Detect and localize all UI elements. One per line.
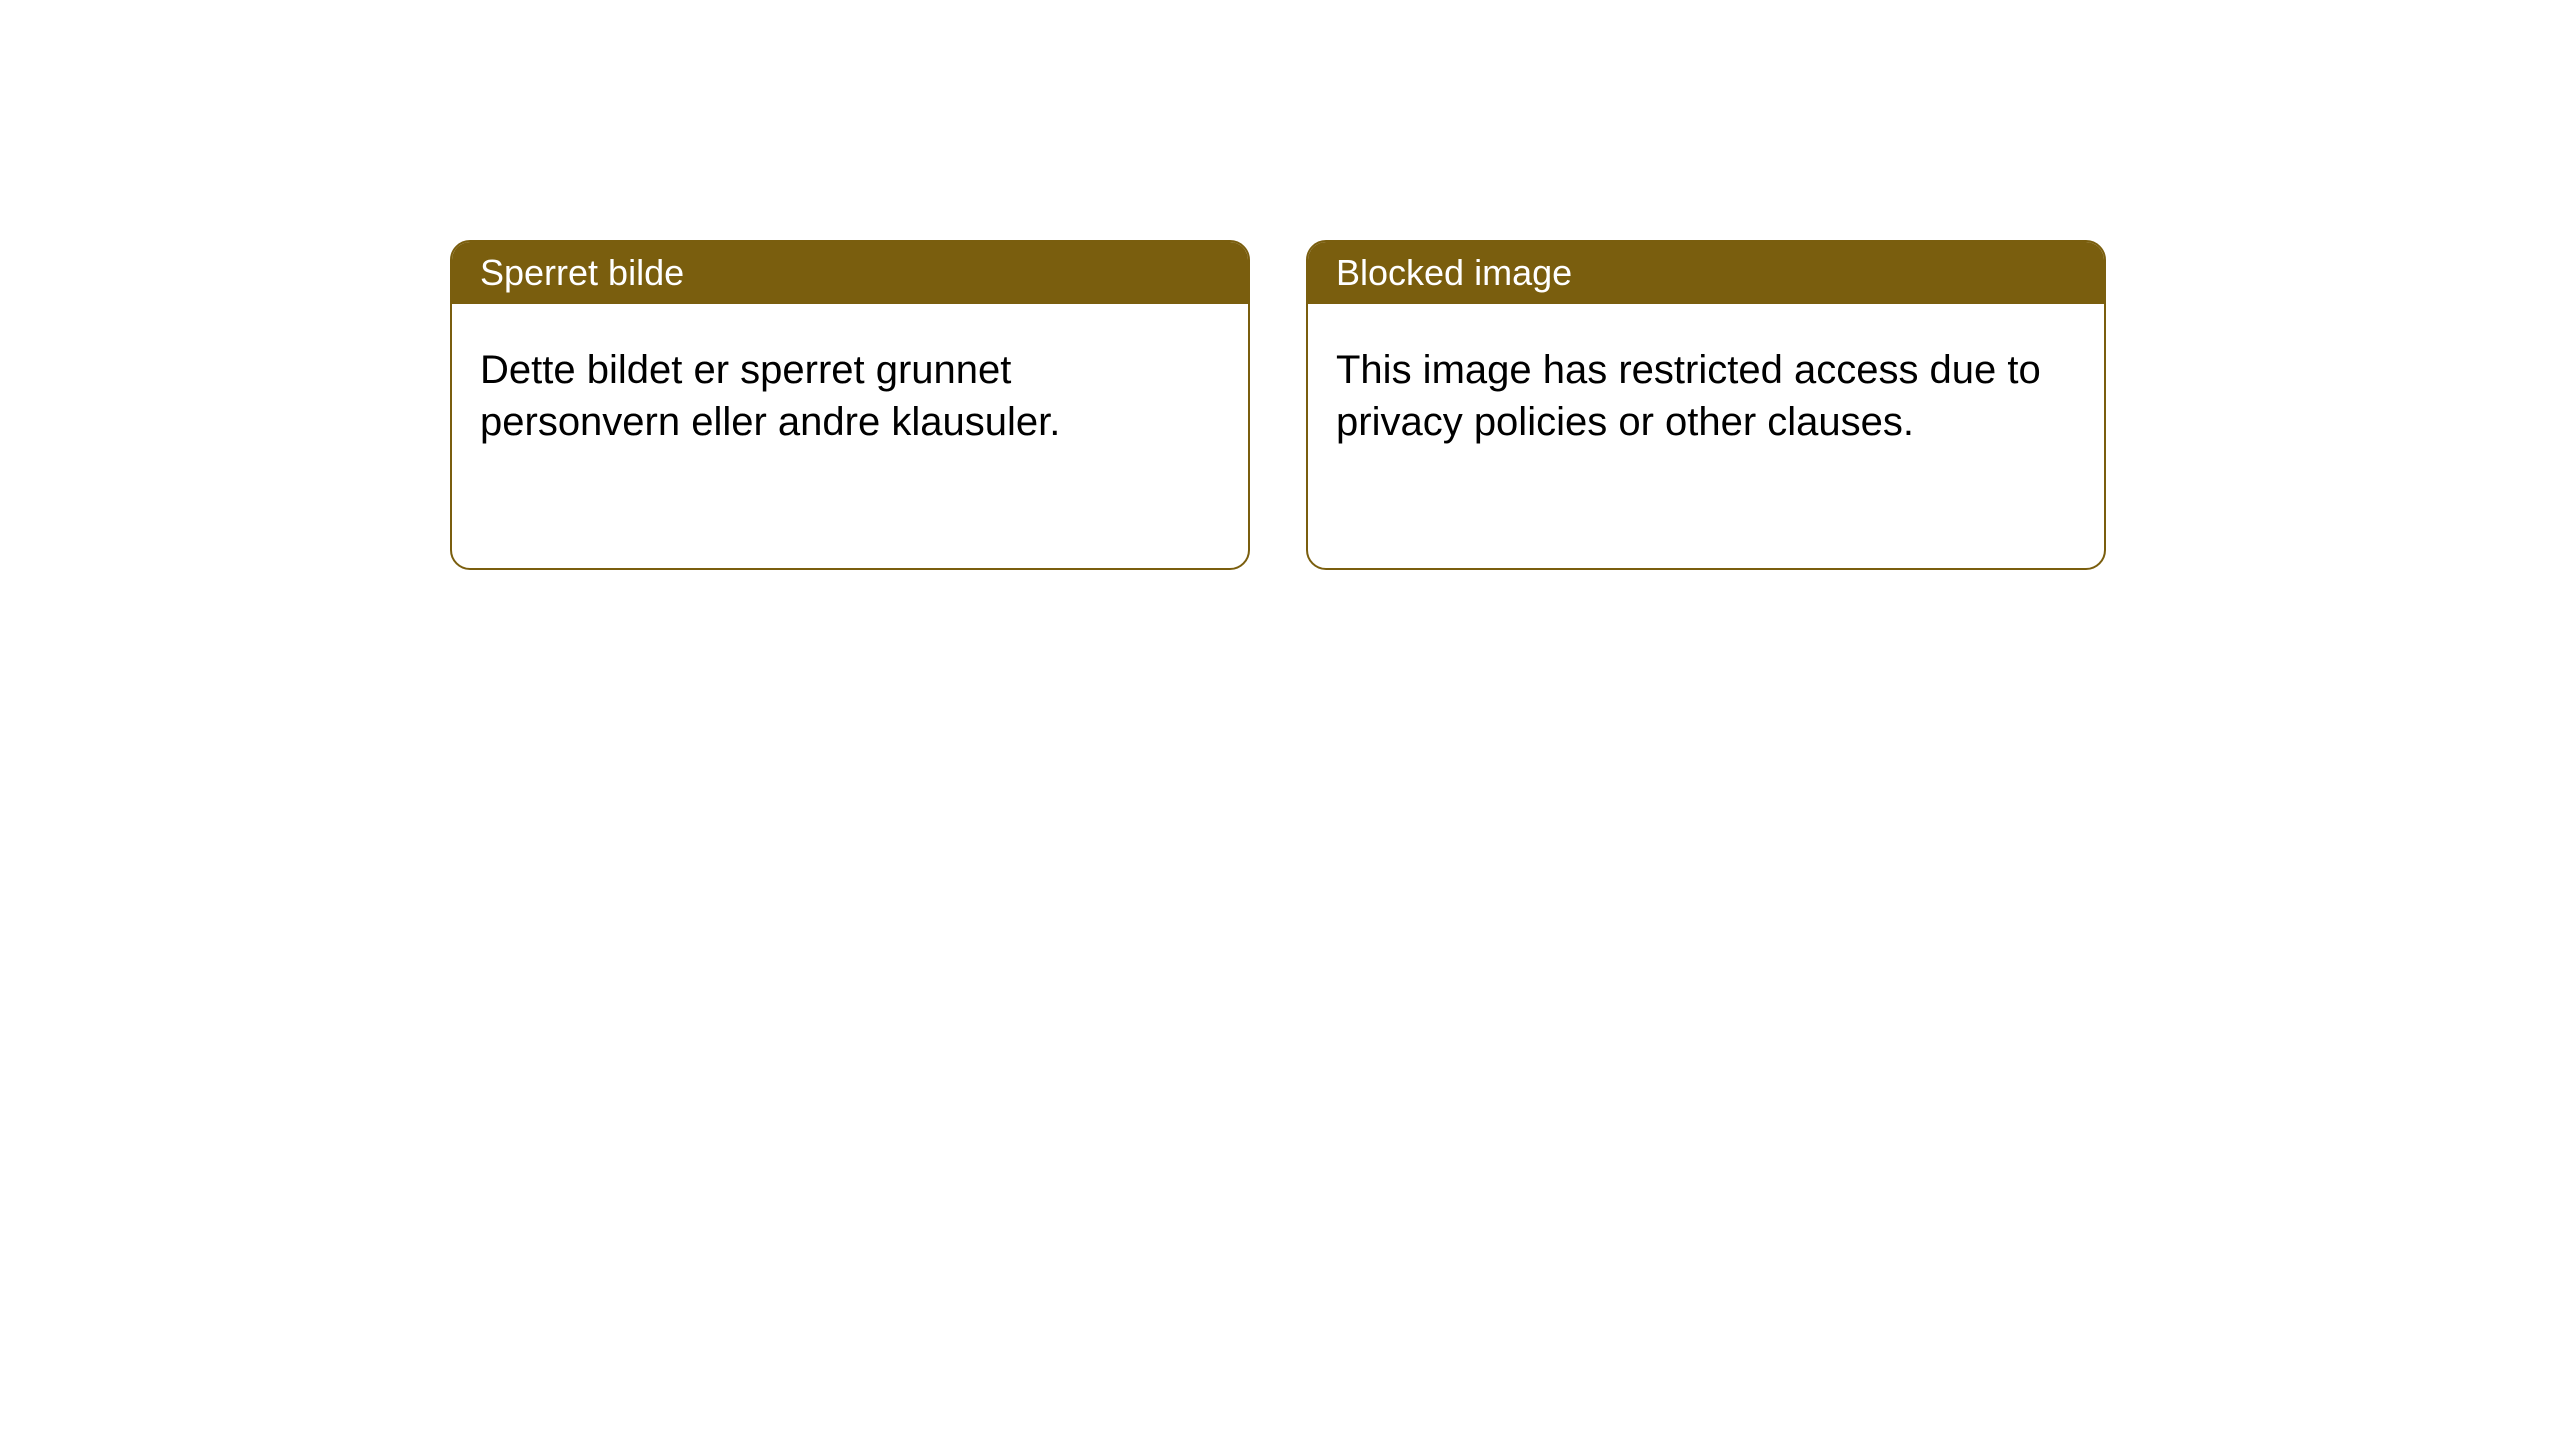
notice-text-english: This image has restricted access due to … — [1336, 348, 2041, 444]
notice-header-english: Blocked image — [1308, 242, 2104, 304]
notice-title-english: Blocked image — [1336, 252, 1572, 293]
notice-text-norwegian: Dette bildet er sperret grunnet personve… — [480, 348, 1060, 444]
notice-card-english: Blocked image This image has restricted … — [1306, 240, 2106, 570]
notice-header-norwegian: Sperret bilde — [452, 242, 1248, 304]
notice-title-norwegian: Sperret bilde — [480, 252, 684, 293]
notice-container: Sperret bilde Dette bildet er sperret gr… — [0, 0, 2560, 570]
notice-body-english: This image has restricted access due to … — [1308, 304, 2104, 488]
notice-body-norwegian: Dette bildet er sperret grunnet personve… — [452, 304, 1248, 488]
notice-card-norwegian: Sperret bilde Dette bildet er sperret gr… — [450, 240, 1250, 570]
